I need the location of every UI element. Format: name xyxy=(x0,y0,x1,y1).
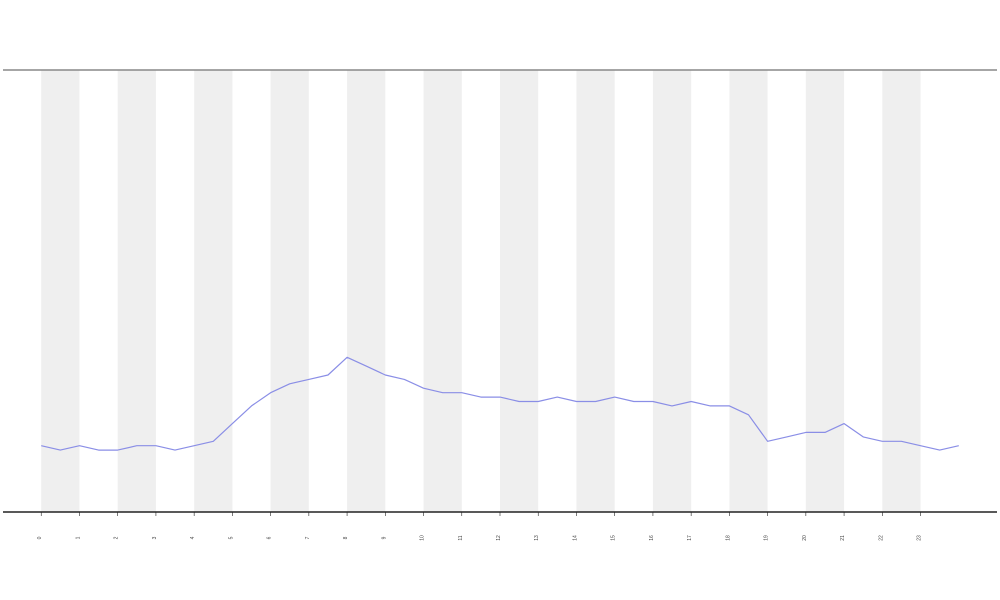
x-tick-label: 0 xyxy=(37,536,43,539)
x-tick-label: 2 xyxy=(114,536,120,539)
x-tick-label: 22 xyxy=(878,535,884,541)
shaded-band xyxy=(576,70,615,512)
x-tick-label: 3 xyxy=(152,536,158,539)
x-tick-label: 17 xyxy=(687,535,693,541)
shaded-band xyxy=(423,70,462,512)
x-tick-label: 8 xyxy=(343,536,349,539)
x-tick-label: 16 xyxy=(649,535,655,541)
x-tick-label: 1 xyxy=(75,536,81,539)
x-tick-label: 12 xyxy=(496,535,502,541)
shaded-band xyxy=(805,70,845,512)
x-tick-label: 5 xyxy=(228,536,234,539)
shaded-band xyxy=(117,70,156,512)
x-tick-label: 20 xyxy=(802,535,808,541)
x-tick-label: 21 xyxy=(840,535,846,541)
shaded-band xyxy=(270,70,309,512)
x-tick-label: 4 xyxy=(190,536,196,539)
x-tick-label: 18 xyxy=(725,535,731,541)
x-tick-label: 10 xyxy=(420,535,426,541)
shaded-band xyxy=(729,70,768,512)
shaded-band xyxy=(41,70,80,512)
x-tick-label: 13 xyxy=(534,535,540,541)
shaded-band xyxy=(652,70,692,512)
x-tick-label: 19 xyxy=(764,535,770,541)
x-tick-label: 7 xyxy=(305,536,311,539)
x-tick-label: 15 xyxy=(611,535,617,541)
x-tick-label: 23 xyxy=(917,535,923,541)
shaded-band xyxy=(500,70,539,512)
line-series xyxy=(41,356,959,451)
x-tick-label: 11 xyxy=(458,535,464,540)
band-layer xyxy=(41,70,921,512)
x-tick-label: 6 xyxy=(267,536,273,539)
shaded-band xyxy=(347,70,386,512)
x-tick-label: 9 xyxy=(381,536,387,539)
x-tick-label: 14 xyxy=(572,535,578,541)
shaded-band xyxy=(194,70,233,512)
shaded-band xyxy=(882,70,921,512)
